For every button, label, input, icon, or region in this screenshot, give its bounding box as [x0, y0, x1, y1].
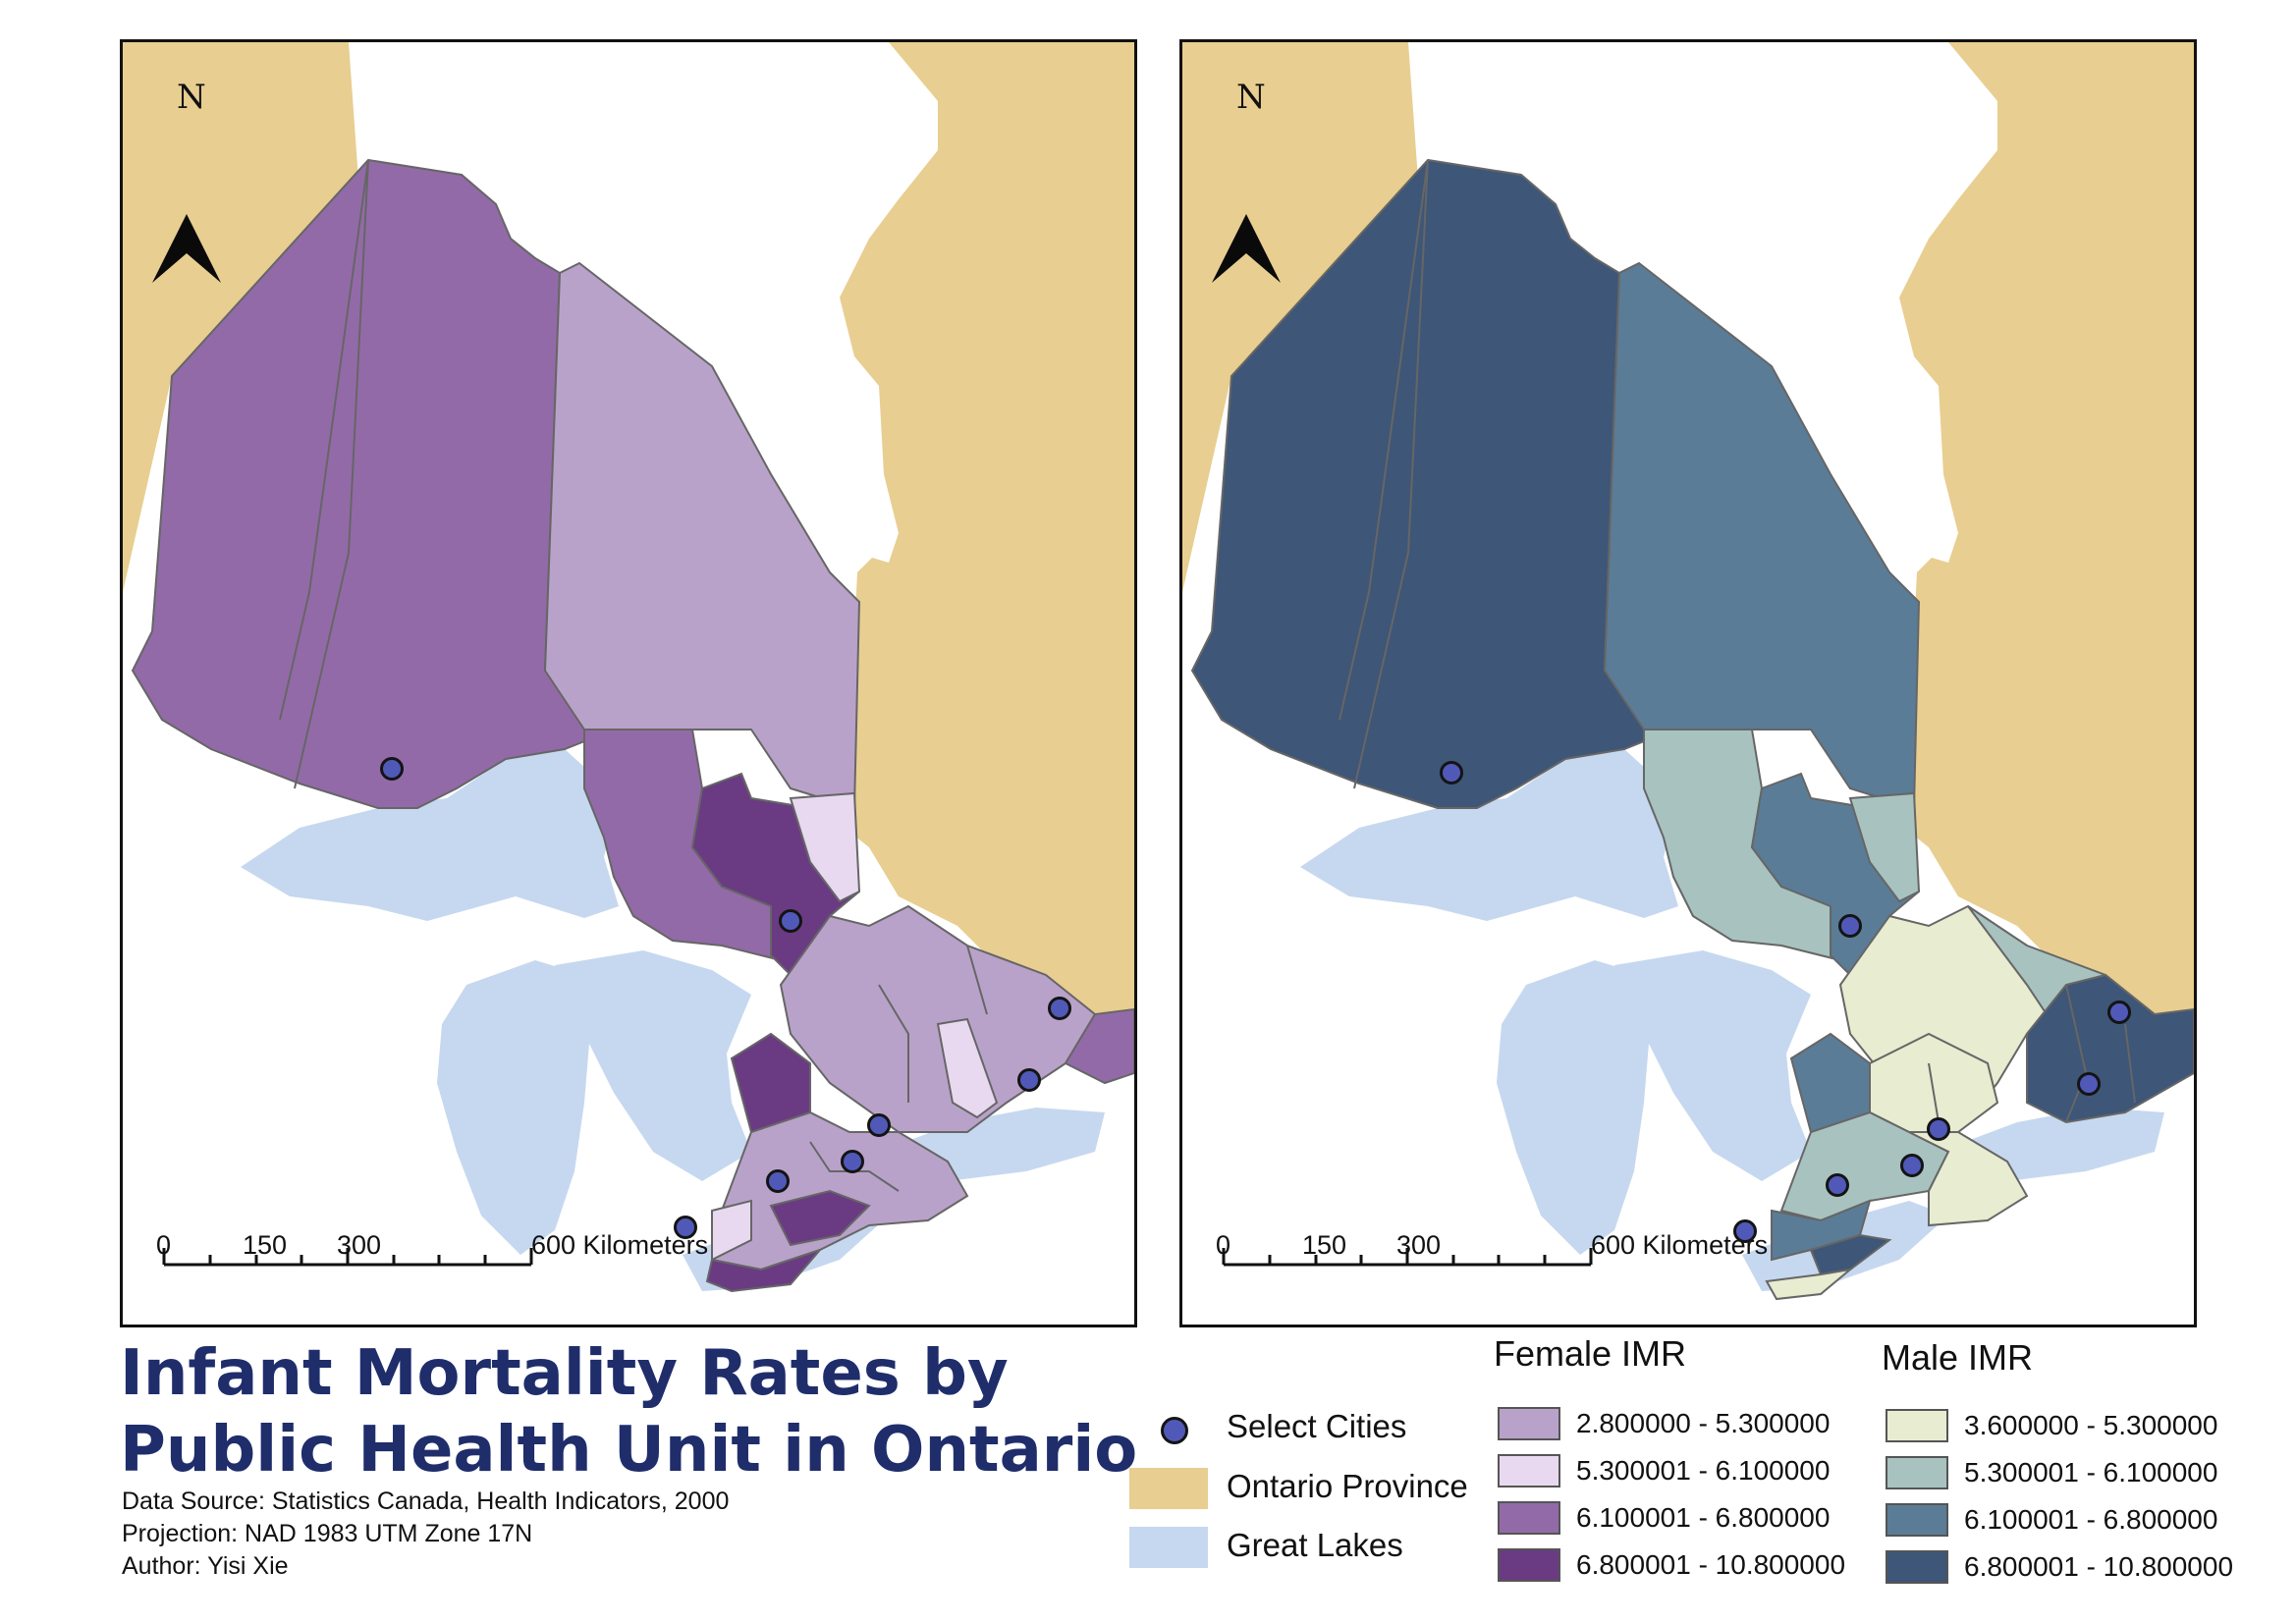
- male-class-3-swatch: [1886, 1503, 1948, 1537]
- male-class-4-label: 6.800001 - 10.800000: [1964, 1551, 2234, 1582]
- city-marker: [1927, 1117, 1950, 1141]
- city-marker: [380, 757, 404, 781]
- city-marker: [766, 1169, 790, 1193]
- city-marker: [2077, 1072, 2101, 1096]
- unit-porcupine: [1603, 261, 1921, 810]
- female-class-4-swatch: [1498, 1548, 1560, 1582]
- city-marker: [841, 1150, 864, 1173]
- scale-tick-300: 300: [337, 1230, 382, 1260]
- unit-hastings: [936, 1017, 999, 1119]
- unit-eastern-ontario: [2026, 973, 2194, 1124]
- unit-windsor-essex: [1765, 1268, 1854, 1301]
- female-class-2-label: 5.300001 - 6.100000: [1576, 1455, 1831, 1486]
- lake-superior: [1300, 749, 1678, 921]
- male-imr-map: N 0 150 300 600 Kilometers: [1179, 39, 2197, 1327]
- unit-northwestern: [1190, 158, 1675, 809]
- select-cities-icon: [1161, 1417, 1188, 1444]
- scale-tick-150: 150: [243, 1230, 288, 1260]
- city-marker: [674, 1216, 697, 1239]
- unit-boundary-1: [279, 159, 369, 721]
- female-imr-map: N 0 150 300 600 Kilometers: [120, 39, 1137, 1327]
- unit-boundary-1: [1339, 159, 1429, 721]
- unit-essex-kent: [705, 1247, 824, 1293]
- unit-northwestern: [131, 158, 616, 809]
- female-class-4-label: 6.800001 - 10.800000: [1576, 1549, 1846, 1580]
- legend-swatch-province: [1129, 1468, 1208, 1509]
- male-class-1-swatch: [1886, 1409, 1948, 1442]
- unit-chatham-kent: [1809, 1233, 1892, 1276]
- lake-huron: [1614, 950, 1811, 1181]
- city-marker: [1826, 1173, 1849, 1197]
- male-class-3-label: 6.100001 - 6.800000: [1964, 1504, 2218, 1535]
- unit-boundary-2: [294, 159, 369, 789]
- unit-timiskaming: [1848, 791, 1921, 903]
- city-marker: [1048, 997, 1071, 1020]
- female-imr-heading: Female IMR: [1494, 1333, 1687, 1374]
- male-imr-heading: Male IMR: [1882, 1337, 2034, 1378]
- north-arrow-icon: [1212, 214, 1281, 283]
- land-east: [820, 42, 1134, 1019]
- north-arrow-icon: [152, 214, 221, 283]
- unit-lambton: [711, 1199, 752, 1262]
- scale-tick-0: 0: [156, 1230, 172, 1260]
- city-marker: [867, 1113, 891, 1137]
- legend-great-lakes: Great Lakes: [1227, 1527, 1403, 1563]
- scale-bar: [162, 1248, 533, 1267]
- projection: Projection: NAD 1983 UTM Zone 17N: [122, 1520, 533, 1547]
- unit-timiskaming: [789, 791, 861, 903]
- female-imr-map-canvas: [123, 42, 1134, 1325]
- unit-eastern-ontario: [1064, 1007, 1134, 1085]
- land-east: [1880, 42, 2194, 1019]
- scale-bar: [1222, 1248, 1593, 1267]
- scale-tick-150: 150: [1302, 1230, 1347, 1260]
- north-label: N: [177, 78, 206, 117]
- male-class-2-swatch: [1886, 1456, 1948, 1489]
- lake-michigan: [437, 960, 589, 1255]
- scale-tick-0: 0: [1216, 1230, 1231, 1260]
- land-west: [123, 42, 462, 592]
- legend-swatch-lakes: [1129, 1527, 1208, 1568]
- female-class-3-label: 6.100001 - 6.800000: [1576, 1502, 1831, 1533]
- data-source: Data Source: Statistics Canada, Health I…: [122, 1488, 730, 1515]
- author: Author: Yisi Xie: [122, 1552, 289, 1580]
- city-marker: [2107, 1001, 2131, 1024]
- unit-boundary-5: [1928, 1062, 1940, 1123]
- male-imr-map-canvas: [1182, 42, 2194, 1325]
- unit-golden-horseshoe: [1908, 1131, 2029, 1227]
- lake-huron: [555, 950, 751, 1181]
- female-class-1-label: 2.800000 - 5.300000: [1576, 1408, 1831, 1438]
- city-marker: [1838, 914, 1862, 938]
- female-class-3-swatch: [1498, 1501, 1560, 1535]
- city-marker: [779, 909, 802, 933]
- lake-michigan: [1497, 960, 1649, 1255]
- unit-boundary-4: [966, 945, 988, 1015]
- female-class-2-swatch: [1498, 1454, 1560, 1488]
- unit-boundary-3: [878, 984, 909, 1103]
- city-marker: [1733, 1219, 1757, 1243]
- land-west: [1182, 42, 1521, 592]
- unit-london-region: [769, 1189, 871, 1247]
- female-class-1-swatch: [1498, 1407, 1560, 1440]
- legend-ontario-province: Ontario Province: [1227, 1468, 1468, 1504]
- scale-tick-300: 300: [1396, 1230, 1442, 1260]
- city-marker: [1440, 761, 1463, 784]
- unit-thunder-bay-north: [543, 261, 861, 810]
- city-marker: [1900, 1154, 1924, 1177]
- legend-select-cities: Select Cities: [1227, 1408, 1407, 1444]
- map-title: Infant Mortality Rates by Public Health …: [120, 1337, 1138, 1487]
- male-class-2-label: 5.300001 - 6.100000: [1964, 1457, 2218, 1488]
- unit-boundary-2: [1353, 159, 1429, 789]
- city-marker: [1017, 1068, 1041, 1092]
- north-label: N: [1236, 78, 1266, 117]
- male-class-1-label: 3.600000 - 5.300000: [1964, 1410, 2218, 1440]
- unit-boundary-4: [2124, 1023, 2136, 1104]
- lake-superior: [241, 749, 619, 921]
- male-class-4-swatch: [1886, 1550, 1948, 1584]
